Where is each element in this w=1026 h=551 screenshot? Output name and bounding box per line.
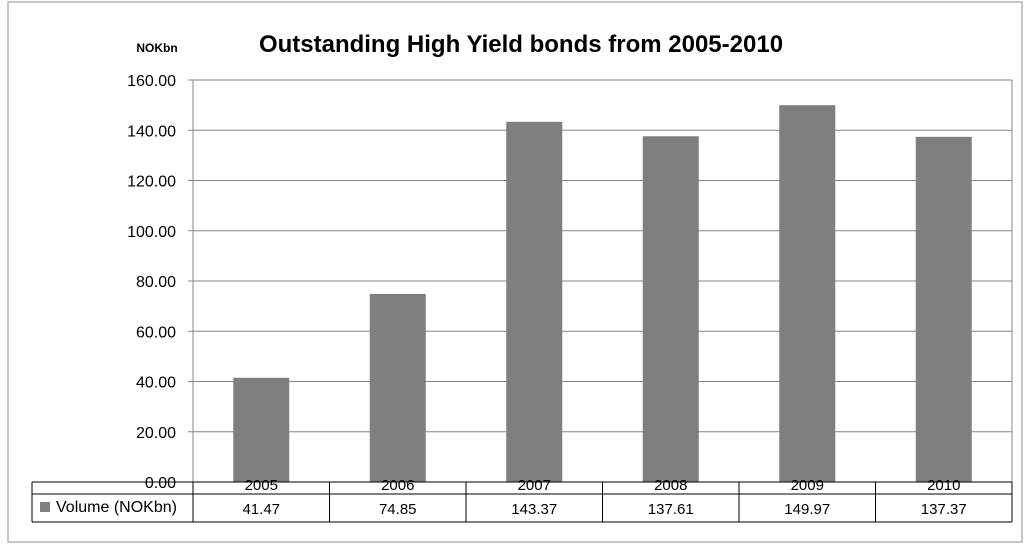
y-tick-label: 160.00 [127,73,176,90]
x-category-label: 2005 [245,477,278,494]
data-table: Volume (NOKbn) 2005 41.47 2006 74.85 2007 143.… [31,477,1013,523]
table-value-cell: 143.37 [511,501,557,518]
y-axis-ticks: 0.00 20.00 40.00 60.00 80.00 100.00 120.00 140.… [127,73,1013,492]
x-category-label: 2007 [518,477,551,494]
table-value-cell: 149.97 [784,501,830,518]
bar-2008 [642,136,699,482]
x-category-label: 2006 [381,477,414,494]
legend-swatch [40,502,50,512]
bar-2010 [915,136,972,482]
x-category-label: 2008 [654,477,687,494]
table-value-cell: 41.47 [242,501,280,518]
y-tick-label: 0.00 [145,475,176,492]
y-tick-label: 80.00 [136,274,176,291]
table-value-cell: 74.85 [379,501,417,518]
y-tick-label: 100.00 [127,224,176,241]
y-axis-unit-label: NOKbn [136,41,177,55]
x-category-label: 2010 [927,477,960,494]
table-value-cell: 137.37 [921,501,967,518]
y-tick-label: 40.00 [136,375,176,392]
x-category-label: 2009 [791,477,824,494]
y-tick-label: 20.00 [136,425,176,442]
y-tick-label: 120.00 [127,174,176,191]
y-tick-label: 140.00 [127,123,176,140]
table-value-cell: 137.61 [648,501,694,518]
bar-2006 [369,293,426,482]
bar-2005 [233,377,290,482]
bars [233,105,972,483]
legend-series-label: Volume (NOKbn) [56,499,177,516]
bar-2009 [779,105,836,482]
chart-title: Outstanding High Yield bonds from 2005-2… [259,31,783,58]
bar-2007 [506,121,563,483]
y-tick-label: 60.00 [136,324,176,341]
